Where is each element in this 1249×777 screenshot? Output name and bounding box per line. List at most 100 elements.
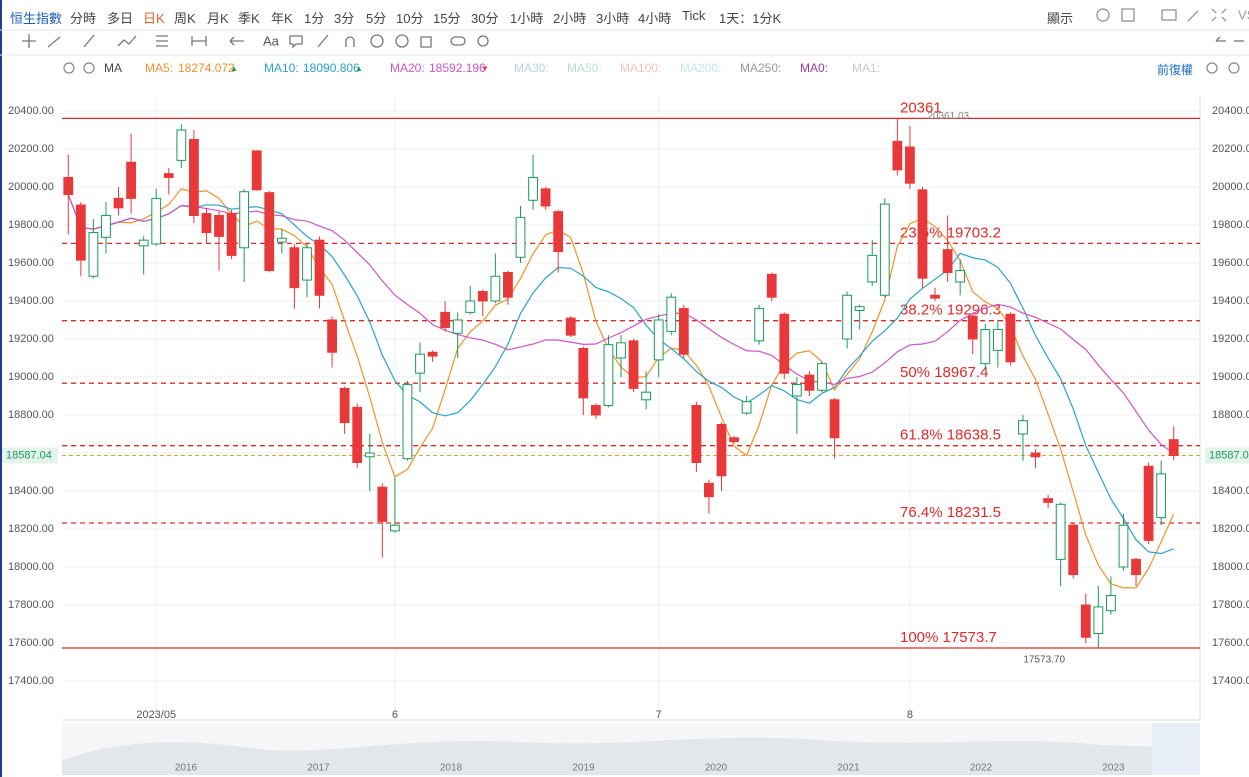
ma-name[interactable]: MA30: [514,61,549,75]
period-tab[interactable]: 3分 [334,11,355,26]
candle-body [854,306,865,311]
y-tick-label: 20200.00 [8,143,54,155]
candle-body [427,351,438,357]
period-tab[interactable]: 多日 [107,11,134,26]
period-tab[interactable]: 年K [271,11,293,26]
last-price-label: 18587.04 [1209,449,1249,461]
period-tab[interactable]: 分時 [70,11,97,26]
adjust-mode[interactable]: 前復權 [1157,63,1194,77]
fib-label: 38.2% 19296.3 [900,302,1001,319]
candle-body [917,189,928,279]
drawing-tools[interactable] [22,34,1244,49]
text-tool[interactable]: Aa [263,33,280,48]
candle-body [1156,473,1167,519]
candle-body [201,213,212,234]
period-tab[interactable]: 3小時 [596,11,630,26]
candle-body [314,239,325,296]
candle-body [465,300,476,313]
ma-name[interactable]: MA200: [680,61,722,75]
period-tab[interactable]: 5分 [366,11,387,26]
x-tick-label: 7 [656,709,662,721]
symbol-tab[interactable]: 恒生指數 [10,11,63,26]
candle-body [955,270,966,283]
ma-name[interactable]: MA10: [264,61,299,75]
period-tab[interactable]: 4小時 [638,11,672,26]
x-tick-label: 6 [392,709,398,721]
candle-body [729,437,739,443]
period-tab[interactable]: 周K [174,11,196,26]
period-tab[interactable]: 15分 [433,11,461,26]
candle-body [1106,594,1116,612]
candle-body [415,353,425,374]
candle-body [176,129,187,161]
period-tab[interactable]: 季K [238,11,260,26]
y-tick-label: 19000.00 [8,371,54,383]
low-annotation: 17573.70 [1023,655,1065,666]
y-tick-label: 20400.00 [1212,105,1249,117]
fib-label: 23.6% 19703.2 [900,224,1001,241]
fib-label: 100% 17573.7 [900,629,997,646]
period-tab[interactable]: 2小時 [553,11,587,26]
candle-body [251,150,262,191]
candle-body [452,319,463,334]
ma-name[interactable]: MA50: [567,61,602,75]
candle-body [741,401,752,414]
navigator-year: 2021 [837,763,860,774]
candle-body [779,313,790,374]
candle-body [1005,313,1016,363]
y-tick-label: 19000.00 [1212,371,1249,383]
period-tab[interactable]: 日K [143,11,165,26]
top-icons[interactable] [63,8,1240,74]
candle-body [616,342,626,359]
ma-name[interactable]: MA5: [145,61,174,75]
candle-body [879,203,890,296]
candle-body [653,319,664,361]
x-tick-label: 2023/05 [136,709,176,721]
navigator-window[interactable] [1152,723,1200,775]
candle-body [804,374,815,391]
candle-body [980,328,991,365]
period-tab[interactable]: 1小時 [510,11,544,26]
display-menu[interactable]: 顯示 [1047,11,1074,26]
candle-body [603,344,614,406]
candle-body [113,197,124,209]
period-tab[interactable]: Tick [682,8,706,23]
period-tab[interactable]: 1分 [304,11,325,26]
vs-text: VS [1238,7,1249,22]
candle-body [377,486,388,522]
candle-body [628,340,639,389]
candle-body [302,247,312,281]
period-tab[interactable]: 10分 [396,11,424,26]
candle-body [264,192,275,272]
y-tick-label: 18200.00 [8,523,54,535]
ma-name[interactable]: MA20: [390,61,425,75]
ma-line [67,194,1175,454]
ma-name[interactable]: MA1: [852,61,881,75]
candle-body [1118,524,1129,568]
ma-name[interactable]: MA250: [740,61,782,75]
y-tick-label: 19200.00 [1212,333,1249,345]
ma-name[interactable]: MA0: [800,61,829,75]
candle-body [515,216,526,258]
last-price-label: 18587.04 [6,449,52,461]
candle-body [1131,558,1141,576]
candle-body [1143,465,1154,541]
candle-body [339,387,350,424]
ma-name[interactable]: MA100: [620,61,662,75]
period-tab[interactable]: 30分 [471,11,499,26]
y-tick-label: 19400.00 [1212,295,1249,307]
ma-trend: ▼ [481,64,489,73]
candle-body [151,197,162,245]
candle-body [578,347,589,399]
period-tab[interactable]: 1天：1分K [719,11,782,26]
candle-body [867,254,878,283]
y-tick-label: 19800.00 [1212,219,1249,231]
y-tick-label: 20000.00 [8,181,54,193]
navigator-year: 2022 [970,763,993,774]
navigator-year: 2016 [175,763,198,774]
candle-body [239,191,250,249]
ma-label[interactable]: MA [104,61,122,75]
period-tab[interactable]: 月K [207,11,229,26]
